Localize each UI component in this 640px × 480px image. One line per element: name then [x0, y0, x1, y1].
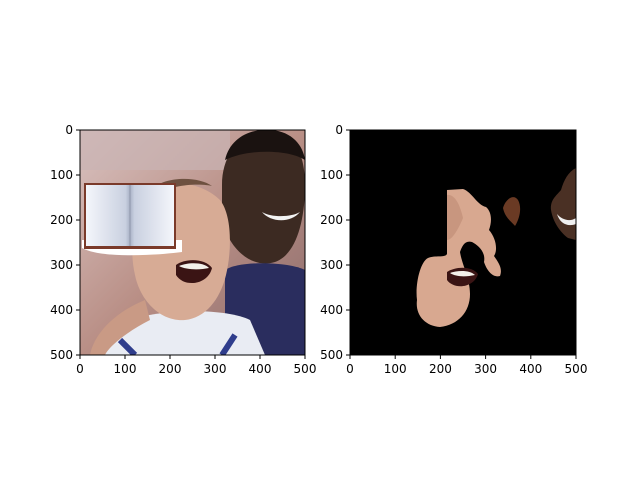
book-overlay	[82, 183, 182, 256]
photo-panel	[80, 130, 305, 355]
panel2-y-tick-label-400: 400	[320, 303, 343, 317]
panel1-y-tick-label-500: 500	[50, 348, 73, 362]
mask-panel	[350, 130, 576, 355]
mask-face-shading	[447, 194, 463, 240]
panel2-y-tick-label-100: 100	[320, 168, 343, 182]
right-player-head	[222, 131, 305, 264]
panel2-x-tick-label-500: 500	[565, 362, 588, 376]
left-player-jersey-trim	[117, 333, 238, 355]
mask-right-player-teeth	[557, 214, 576, 226]
panel2-x-tick-label-300: 300	[474, 362, 497, 376]
right-player-hair	[225, 130, 305, 160]
photo-panel-frame	[79, 129, 306, 356]
panel1-x-tick-label-0: 0	[76, 362, 84, 376]
panel1-y-tick-label-300: 300	[50, 258, 73, 272]
right-player-smile	[262, 212, 300, 221]
panel1-y-tick-label-0: 0	[65, 123, 73, 137]
panel1-x-tick-label-200: 200	[159, 362, 182, 376]
panel1-x-tick-label-300: 300	[204, 362, 227, 376]
panel2-y-tick-label-500: 500	[320, 348, 343, 362]
panel2-x-tick-label-400: 400	[519, 362, 542, 376]
panel2-x-tick-label-100: 100	[384, 362, 407, 376]
panel1-y-tick-label-100: 100	[50, 168, 73, 182]
panel2-y-tick-label-300: 300	[320, 258, 343, 272]
left-player-teeth	[179, 263, 209, 270]
panel2-x-tick-label-0: 0	[346, 362, 354, 376]
panel1-x-tick-label-500: 500	[294, 362, 317, 376]
panel1-y-tick-label-400: 400	[50, 303, 73, 317]
left-player-arm	[90, 300, 150, 355]
mask-face-region	[416, 189, 501, 327]
crowd-background	[80, 130, 230, 170]
mask-teeth	[450, 270, 475, 277]
panel2-y-tick-label-200: 200	[320, 213, 343, 227]
mask-small-blob	[503, 197, 521, 226]
panel1-x-tick-label-100: 100	[114, 362, 137, 376]
mask-panel-frame	[349, 129, 577, 356]
panel1-y-tick-label-200: 200	[50, 213, 73, 227]
panel2-x-tick-label-200: 200	[429, 362, 452, 376]
panel1-x-tick-label-400: 400	[249, 362, 272, 376]
panel2-y-tick-label-0: 0	[335, 123, 343, 137]
